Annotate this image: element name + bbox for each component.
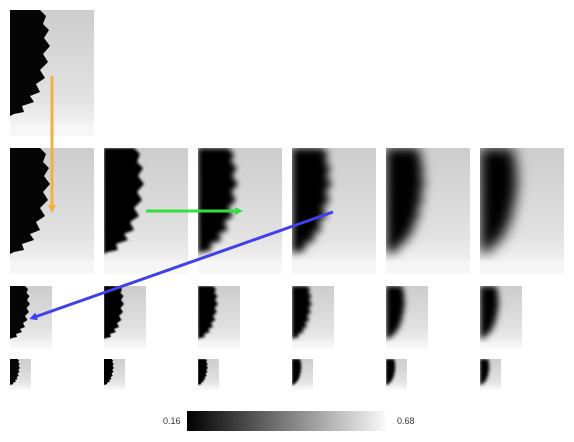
colorbar-min-label: 0.16: [163, 416, 181, 426]
colorbar: [187, 411, 385, 431]
pyramid-tile-level-3-1: [104, 359, 125, 390]
pyramid-tile-level-3-2: [198, 359, 219, 390]
blue-arrow: [29, 210, 334, 321]
pyramid-tile-level-2-4: [386, 286, 428, 349]
pyramid-tile-level-1-4: [386, 148, 470, 274]
pyramid-tile-level-1-0: [10, 148, 94, 274]
pyramid-tile-level-3-0: [10, 359, 31, 390]
pyramid-tile-level-2-2: [198, 286, 240, 349]
pyramid-tile-level-2-1: [104, 286, 146, 349]
pyramid-tile-level-1-5: [480, 148, 564, 274]
pyramid-tile-level-3-5: [480, 359, 501, 390]
pyramid-tile-level-3-4: [386, 359, 407, 390]
pyramid-tile-level-2-5: [480, 286, 522, 349]
colorbar-max-label: 0.68: [397, 416, 415, 426]
pyramid-tile-level-2-3: [292, 286, 334, 349]
pyramid-tile-level-3-3: [292, 359, 313, 390]
pyramid-tile-level-1-3: [292, 148, 376, 274]
